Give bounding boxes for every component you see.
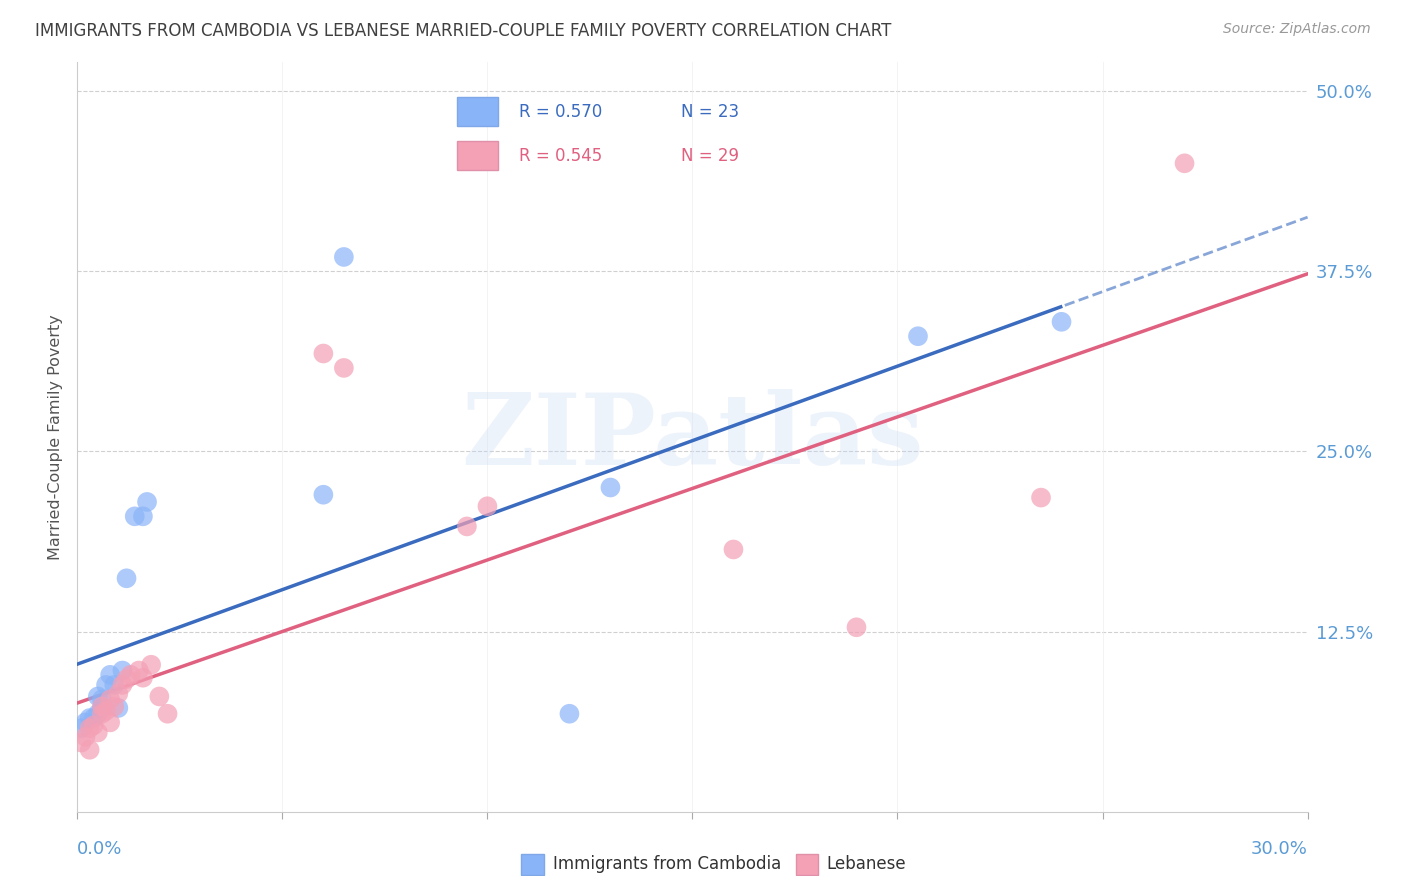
Point xyxy=(94,704,117,718)
Point xyxy=(141,657,163,672)
Point xyxy=(1174,156,1197,170)
Point xyxy=(83,718,105,732)
Point xyxy=(333,250,356,264)
Point xyxy=(599,481,621,495)
Point xyxy=(107,701,129,715)
Text: 0.0%: 0.0% xyxy=(77,840,122,858)
Point xyxy=(132,671,155,685)
Point xyxy=(90,706,114,721)
Point xyxy=(107,687,129,701)
Point xyxy=(128,664,150,678)
Point xyxy=(477,500,499,514)
Point xyxy=(132,509,155,524)
Text: Immigrants from Cambodia: Immigrants from Cambodia xyxy=(553,855,780,873)
Point xyxy=(456,519,478,533)
Point xyxy=(79,711,101,725)
Point xyxy=(333,360,356,375)
Y-axis label: Married-Couple Family Poverty: Married-Couple Family Poverty xyxy=(48,314,63,560)
Point xyxy=(70,721,93,735)
FancyBboxPatch shape xyxy=(796,854,818,875)
Point xyxy=(83,711,105,725)
Text: IMMIGRANTS FROM CAMBODIA VS LEBANESE MARRIED-COUPLE FAMILY POVERTY CORRELATION C: IMMIGRANTS FROM CAMBODIA VS LEBANESE MAR… xyxy=(35,22,891,40)
Point xyxy=(87,706,110,721)
Point xyxy=(312,346,335,360)
Point xyxy=(111,678,134,692)
Point xyxy=(124,509,146,524)
Point xyxy=(103,699,125,714)
FancyBboxPatch shape xyxy=(522,854,544,875)
Point xyxy=(723,542,745,557)
Point xyxy=(79,721,101,735)
Text: Lebanese: Lebanese xyxy=(827,855,907,873)
Point xyxy=(136,495,159,509)
Point xyxy=(1029,491,1052,505)
Point xyxy=(98,668,121,682)
Point xyxy=(115,571,138,585)
Point xyxy=(111,664,134,678)
Point xyxy=(90,701,114,715)
Point xyxy=(312,488,335,502)
Point xyxy=(87,725,110,739)
Point xyxy=(120,668,142,682)
Point xyxy=(103,678,125,692)
Point xyxy=(90,699,114,714)
Point xyxy=(156,706,179,721)
Point xyxy=(98,715,121,730)
Text: Source: ZipAtlas.com: Source: ZipAtlas.com xyxy=(1223,22,1371,37)
Point xyxy=(75,730,97,744)
Point xyxy=(115,672,138,686)
Point xyxy=(1050,315,1073,329)
Point xyxy=(90,692,114,706)
Point xyxy=(70,735,93,749)
Text: ZIPatlas: ZIPatlas xyxy=(461,389,924,485)
Point xyxy=(907,329,929,343)
Point xyxy=(75,715,97,730)
Text: 30.0%: 30.0% xyxy=(1251,840,1308,858)
Point xyxy=(79,743,101,757)
Point xyxy=(148,690,170,704)
Point xyxy=(87,690,110,704)
Point xyxy=(845,620,868,634)
Point xyxy=(94,678,117,692)
Point xyxy=(558,706,581,721)
Point xyxy=(98,692,121,706)
